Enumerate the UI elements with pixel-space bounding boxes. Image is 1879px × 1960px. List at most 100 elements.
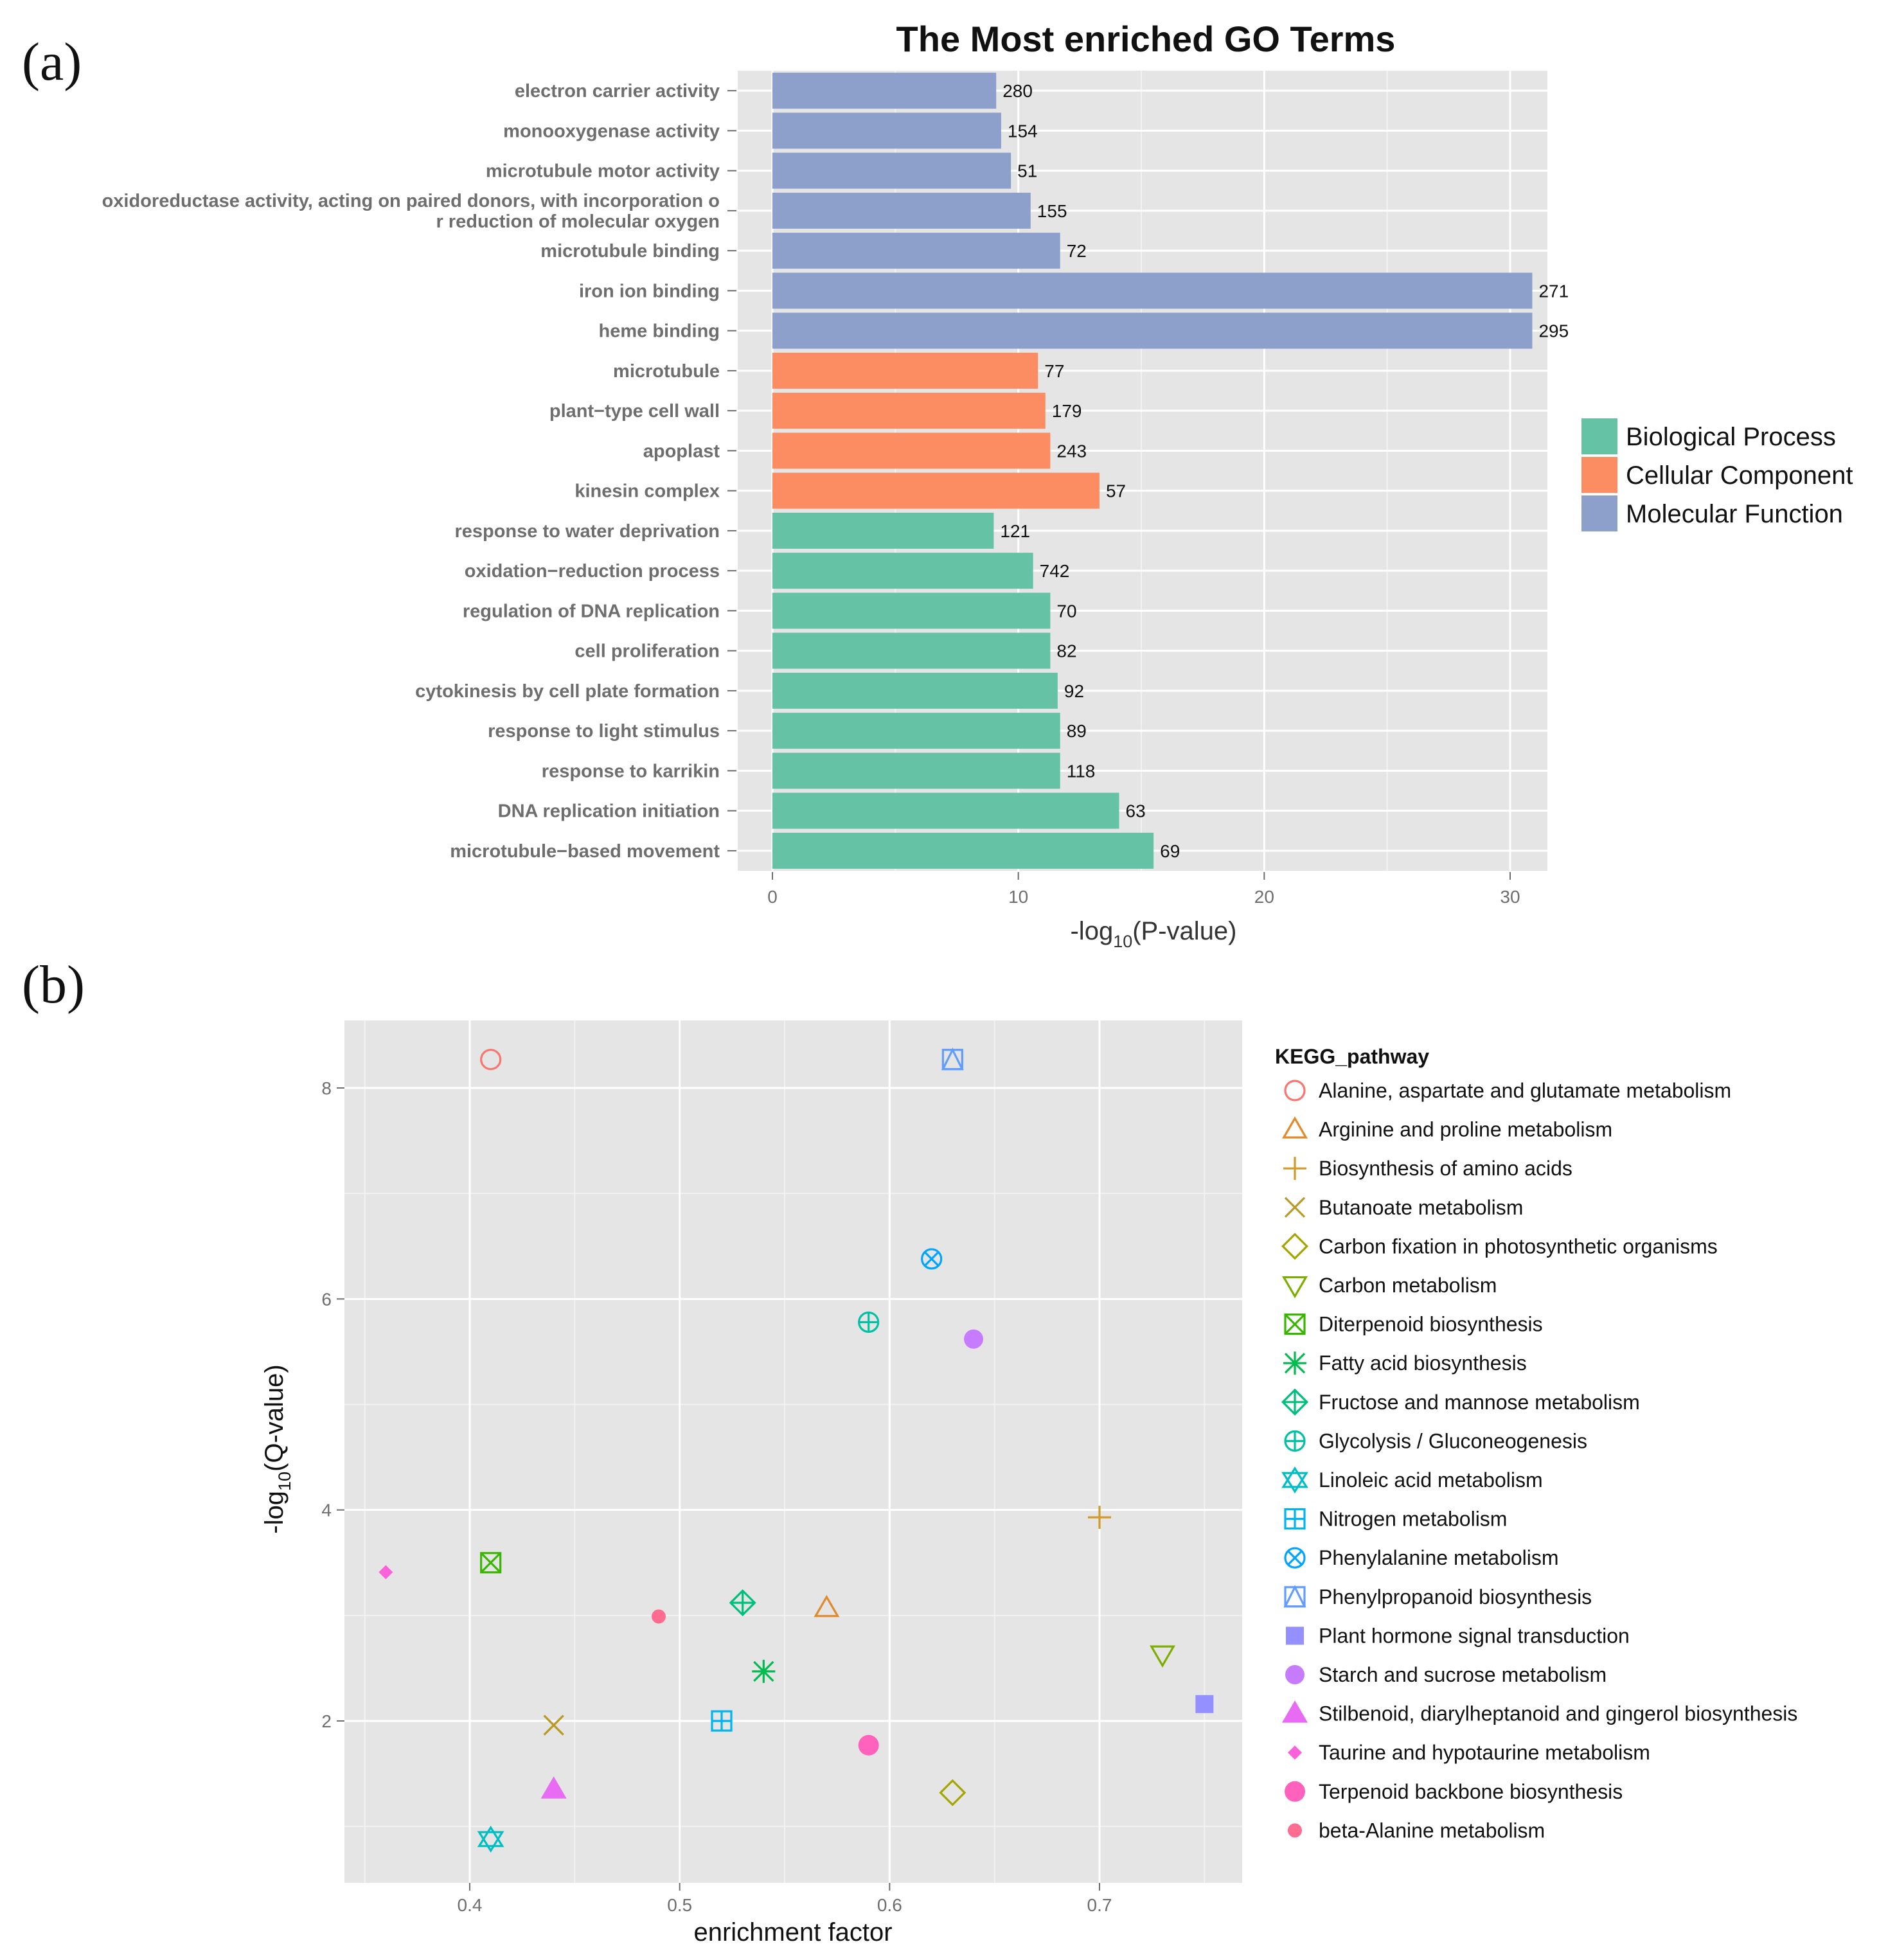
x-tick-label-b: 0.7 — [1087, 1895, 1112, 1915]
marker-shape — [1281, 1116, 1308, 1139]
marker-shape — [480, 1049, 502, 1071]
scatter-point — [543, 1715, 564, 1736]
marker-stroke — [1284, 1197, 1306, 1218]
marker-shape — [858, 1734, 879, 1756]
legend-title-b: KEGG_pathway — [1275, 1045, 1429, 1068]
marker-shape — [1281, 1276, 1308, 1299]
category-label: microtubule−based movement — [450, 841, 720, 862]
legend-key-b — [1281, 1116, 1308, 1139]
y-axis-title-b: -log10(Q-value) — [260, 1364, 294, 1533]
legend-label-b: Biosynthesis of amino acids — [1319, 1157, 1572, 1180]
category-label: response to light stimulus — [488, 721, 720, 742]
bar — [772, 832, 1154, 869]
marker-stroke — [924, 1251, 939, 1267]
scatter-point — [540, 1776, 567, 1799]
bar — [772, 592, 1051, 629]
legend-label-b: Nitrogen metabolism — [1319, 1508, 1507, 1531]
bar-count-label: 295 — [1538, 321, 1569, 341]
x-tick-label-b: 0.6 — [877, 1895, 902, 1915]
category-label: electron carrier activity — [515, 81, 720, 102]
category-label: response to karrikin — [542, 761, 720, 781]
legend-label-a: Biological Process — [1626, 423, 1836, 451]
bar — [772, 792, 1119, 829]
marker-shape — [1281, 1472, 1308, 1494]
legend-key-b — [1283, 1157, 1306, 1180]
marker-shape — [480, 1552, 502, 1574]
legend-label-b: Starch and sucrose metabolism — [1319, 1663, 1607, 1686]
scatter-point — [858, 1311, 880, 1333]
legend-key-b — [1284, 1547, 1306, 1569]
kegg-scatter-chart: (b) 0.4 0.5 0.6 0.7 2 4 6 8 enrichment factor -… — [22, 955, 1797, 1947]
legend-label-b: Fatty acid biosynthesis — [1319, 1351, 1527, 1375]
legend-key-b — [1281, 1388, 1309, 1416]
bar-count-label: 89 — [1067, 721, 1087, 741]
panel-b-label: (b) — [22, 955, 85, 1015]
bar — [772, 233, 1060, 269]
bar-count-label: 72 — [1067, 241, 1087, 261]
scatter-point — [480, 1049, 502, 1071]
bar-count-label: 57 — [1106, 481, 1126, 501]
bar — [772, 512, 994, 549]
marker-shape — [1285, 1781, 1305, 1802]
marker-shape — [1283, 1585, 1306, 1608]
legend-label-b: Carbon fixation in photosynthetic organi… — [1319, 1234, 1718, 1258]
legend-label-b: Arginine and proline metabolism — [1319, 1118, 1612, 1141]
marker-shape — [1288, 1745, 1302, 1760]
marker-shape — [1284, 1080, 1306, 1101]
bar — [772, 393, 1046, 429]
bar-count-label: 243 — [1056, 441, 1087, 461]
y-tick-label-b: 8 — [321, 1078, 332, 1098]
bar-count-label: 118 — [1067, 761, 1096, 781]
x-axis-ticks-a: 0 10 20 30 — [767, 872, 1520, 907]
bar-count-label: 121 — [1000, 521, 1030, 541]
legend-a: Biological Process Cellular Component Mole… — [1580, 417, 1853, 533]
legend-label-b: Butanoate metabolism — [1319, 1196, 1523, 1219]
bar — [772, 112, 1001, 149]
marker-shape — [1284, 1586, 1306, 1608]
axis-ticks-b: 0.4 0.5 0.6 0.7 2 4 6 8 — [321, 1078, 1112, 1915]
marker-shape — [1288, 1823, 1302, 1838]
category-label: iron ion binding — [579, 281, 720, 301]
legend-label-b: beta-Alanine metabolism — [1319, 1819, 1545, 1842]
scatter-point — [1149, 1645, 1176, 1668]
category-label: monooxygenase activity — [503, 121, 720, 141]
bar — [772, 312, 1533, 349]
marker-shape — [1286, 1626, 1304, 1645]
bar-count-label: 82 — [1056, 641, 1076, 661]
marker-shape — [1195, 1695, 1214, 1713]
plot-area-a — [738, 71, 1547, 871]
category-label: oxidoreductase activity, acting on paire… — [102, 191, 720, 211]
bar — [772, 553, 1033, 589]
go-terms-bar-chart: (a) The Most enriched GO Terms electron … — [22, 19, 1853, 951]
legend-key-b — [1285, 1781, 1305, 1802]
y-tick-label-b: 2 — [321, 1711, 332, 1731]
legend-label-b: Carbon metabolism — [1319, 1274, 1497, 1297]
bar-count-label: 70 — [1056, 601, 1076, 621]
marker-stroke — [1284, 1353, 1306, 1374]
marker-shape — [1281, 1233, 1309, 1260]
scatter-point — [814, 1594, 840, 1617]
category-label: cytokinesis by cell plate formation — [415, 681, 720, 702]
chart-title: The Most enriched GO Terms — [896, 19, 1396, 59]
bar-count-label: 742 — [1040, 561, 1070, 581]
marker-stroke — [1284, 1314, 1306, 1335]
bar-count-label: 155 — [1037, 201, 1067, 221]
category-label: microtubule binding — [540, 241, 720, 262]
category-labels: electron carrier activity monooxygenase a… — [102, 81, 736, 862]
category-label: microtubule motor activity — [486, 161, 720, 182]
bar — [772, 192, 1031, 229]
bar-count-label: 271 — [1538, 281, 1569, 301]
marker-shape — [1149, 1645, 1176, 1668]
legend-label-b: Phenylalanine metabolism — [1319, 1546, 1559, 1569]
marker-shape — [941, 1047, 964, 1071]
x-axis-title-b: enrichment factor — [693, 1918, 892, 1947]
legend-swatch-a — [1580, 417, 1619, 456]
legend-label-b: Diterpenoid biosynthesis — [1319, 1313, 1543, 1336]
x-tick-label-b: 0.5 — [667, 1895, 692, 1915]
category-label: kinesin complex — [574, 481, 720, 502]
bar-count-label: 154 — [1008, 121, 1038, 141]
category-label: microtubule — [613, 361, 720, 382]
category-label-line2: r reduction of molecular oxygen — [436, 211, 720, 232]
x-axis-title-a: -log10(P-value) — [1070, 917, 1236, 951]
